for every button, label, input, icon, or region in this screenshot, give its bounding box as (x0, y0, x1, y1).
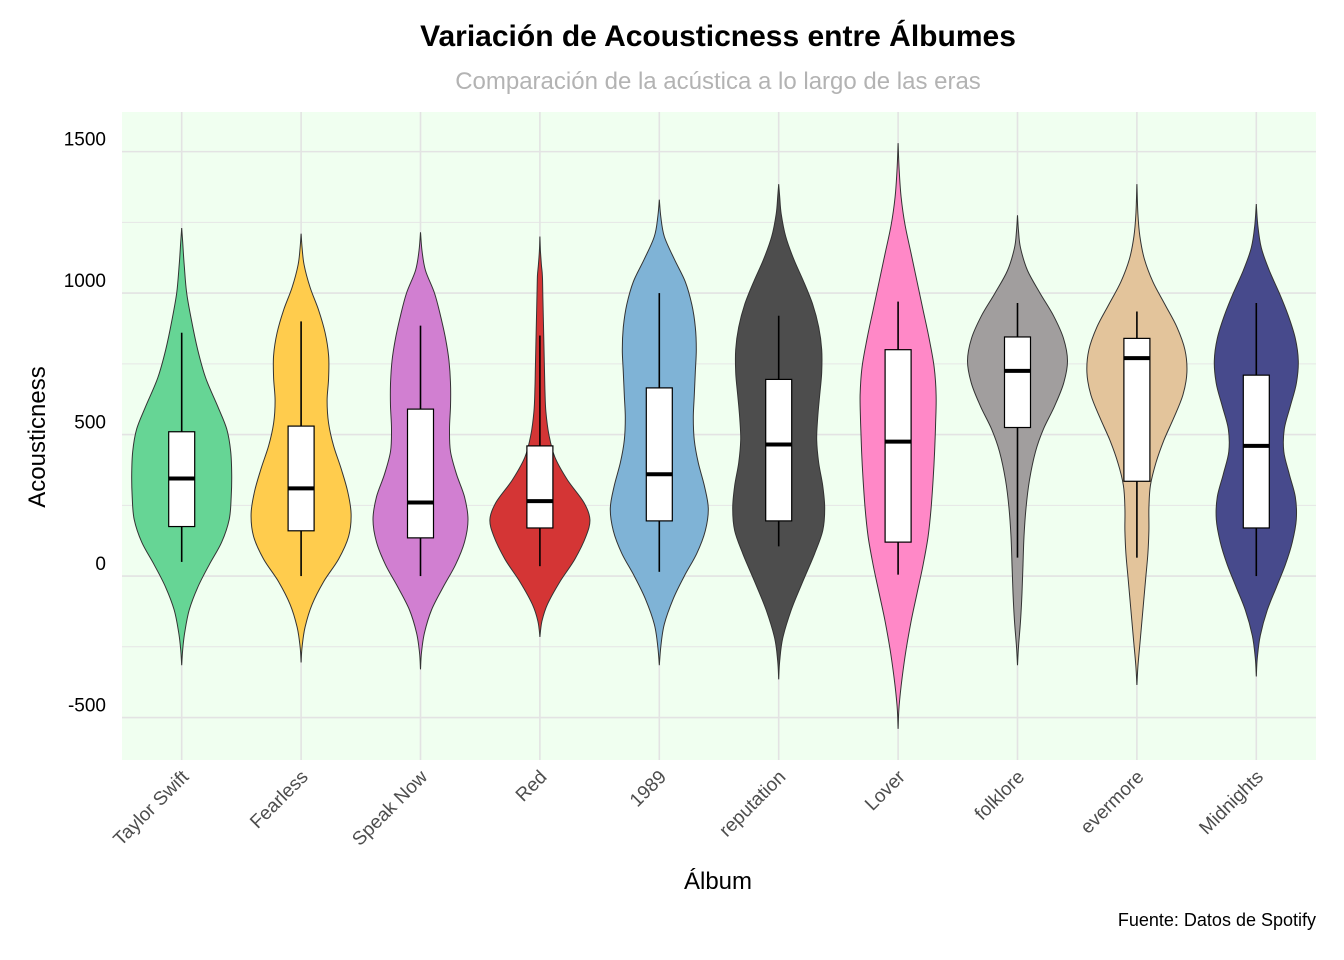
x-tick-label: evermore (1077, 767, 1149, 839)
chart-title: Variación de Acousticness entre Álbumes (420, 20, 1016, 53)
box-iqr (1242, 374, 1270, 529)
box-iqr (645, 387, 673, 522)
x-tick-label: Fearless (246, 767, 312, 833)
y-tick-label: -500 (68, 696, 106, 717)
box-iqr (406, 408, 435, 539)
y-tick-label: 0 (95, 554, 106, 575)
x-tick-label: reputation (716, 767, 791, 842)
x-tick-label: Midnights (1195, 767, 1267, 839)
box-iqr (765, 378, 793, 522)
y-tick-label: 1500 (64, 130, 106, 151)
y-tick-label: 1000 (64, 271, 106, 292)
x-tick-label: Speak Now (348, 766, 432, 850)
x-tick-label: 1989 (626, 767, 671, 812)
chart-caption: Fuente: Datos de Spotify (1117, 910, 1316, 930)
box-iqr (287, 425, 315, 532)
box-iqr (1123, 337, 1151, 482)
box-iqr (1003, 336, 1032, 429)
x-tick-label: Lover (861, 766, 910, 815)
y-tick-label: 500 (74, 413, 106, 434)
x-tick-label: Red (512, 767, 551, 806)
box-iqr (884, 349, 912, 543)
chart-subtitle: Comparación de la acústica a lo largo de… (455, 68, 981, 95)
box-iqr (526, 445, 554, 529)
x-tick-label: folklore (971, 767, 1029, 825)
x-axis-label: Álbum (683, 868, 753, 895)
y-axis-label: Acousticness (24, 366, 51, 508)
x-tick-label: Taylor Swift (110, 766, 194, 850)
